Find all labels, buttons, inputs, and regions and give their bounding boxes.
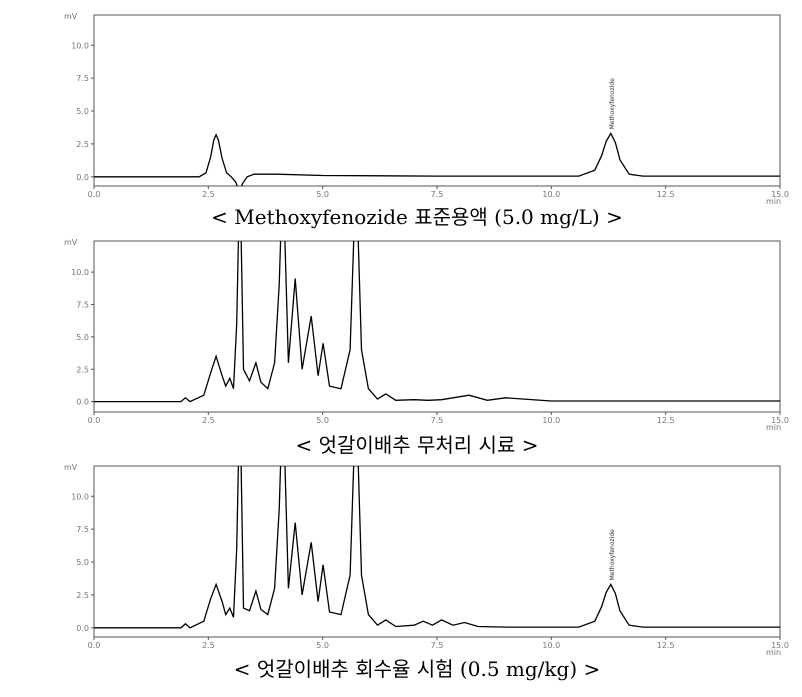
x-axis-label: min bbox=[766, 423, 781, 432]
y-tick-label: 0.0 bbox=[76, 398, 89, 407]
chromatogram-line bbox=[94, 241, 780, 403]
y-tick-label: 0.0 bbox=[76, 624, 89, 633]
x-tick-label: 7.5 bbox=[431, 416, 444, 425]
y-tick-label: 7.5 bbox=[76, 300, 89, 309]
x-tick-label: 10.0 bbox=[542, 416, 560, 425]
x-tick-label: 5.0 bbox=[316, 641, 329, 650]
x-tick-label: 2.5 bbox=[202, 416, 215, 425]
x-tick-label: 7.5 bbox=[431, 190, 444, 199]
y-tick-label: 2.5 bbox=[76, 365, 89, 374]
y-axis-label: mV bbox=[64, 238, 78, 247]
x-tick-label: 12.5 bbox=[657, 641, 675, 650]
peak-annotation: Methoxyfenozide bbox=[609, 529, 616, 581]
y-tick-label: 10.0 bbox=[71, 492, 89, 501]
plot-frame bbox=[93, 465, 781, 638]
x-tick-label: 15.0 bbox=[771, 416, 789, 425]
chromatogram-line bbox=[94, 466, 780, 629]
x-tick-label: 2.5 bbox=[202, 190, 215, 199]
y-tick-label: 10.0 bbox=[71, 41, 89, 50]
x-tick-label: 12.5 bbox=[657, 190, 675, 199]
x-tick-label: 12.5 bbox=[657, 416, 675, 425]
x-tick-label: 0.0 bbox=[88, 416, 101, 425]
y-tick-label: 5.0 bbox=[76, 333, 89, 342]
y-tick-label: 7.5 bbox=[76, 74, 89, 83]
x-axis-label: min bbox=[766, 648, 781, 657]
y-tick-label: 7.5 bbox=[76, 525, 89, 534]
y-axis-label: mV bbox=[64, 463, 78, 472]
plot-frame bbox=[93, 14, 781, 187]
y-tick-label: 5.0 bbox=[76, 107, 89, 116]
plot-frame bbox=[93, 240, 781, 413]
y-axis-label: mV bbox=[64, 12, 78, 21]
peak-annotation: Methoxyfenozide bbox=[609, 78, 616, 130]
x-tick-label: 0.0 bbox=[88, 190, 101, 199]
x-tick-label: 10.0 bbox=[542, 641, 560, 650]
x-tick-label: 5.0 bbox=[316, 416, 329, 425]
y-tick-label: 2.5 bbox=[76, 140, 89, 149]
x-tick-label: 15.0 bbox=[771, 190, 789, 199]
x-tick-label: 10.0 bbox=[542, 190, 560, 199]
y-tick-label: 10.0 bbox=[71, 268, 89, 277]
x-tick-label: 5.0 bbox=[316, 190, 329, 199]
caption: < 엇갈이배추 회수율 시험 (0.5 mg/kg) > bbox=[234, 657, 601, 681]
y-tick-label: 2.5 bbox=[76, 591, 89, 600]
chromatogram-line bbox=[94, 132, 780, 186]
x-tick-label: 2.5 bbox=[202, 641, 215, 650]
y-tick-label: 0.0 bbox=[76, 173, 89, 182]
caption: < 엇갈이배추 무처리 시료 > bbox=[296, 433, 539, 457]
x-tick-label: 0.0 bbox=[88, 641, 101, 650]
x-tick-label: 15.0 bbox=[771, 641, 789, 650]
caption: < Methoxyfenozide 표준용액 (5.0 mg/L) > bbox=[211, 205, 623, 229]
x-tick-label: 7.5 bbox=[431, 641, 444, 650]
x-axis-label: min bbox=[766, 197, 781, 206]
y-tick-label: 5.0 bbox=[76, 558, 89, 567]
